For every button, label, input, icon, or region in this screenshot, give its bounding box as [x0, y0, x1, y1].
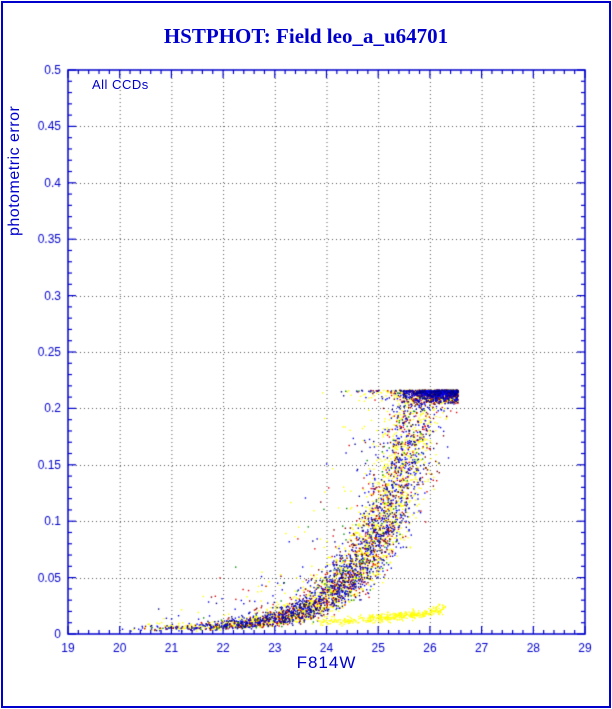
ccd-annotation: All CCDs — [92, 77, 149, 92]
y-axis-label: photometric error — [6, 105, 23, 236]
x-axis-label: F814W — [296, 653, 357, 672]
